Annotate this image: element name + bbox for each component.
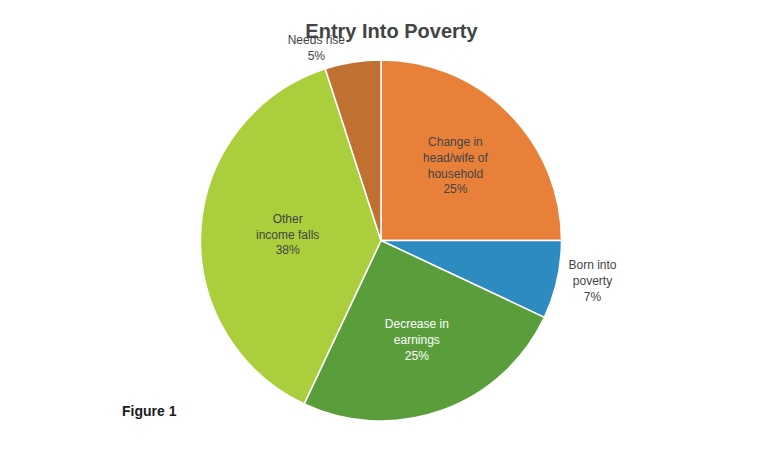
svg-text:Figure 1: Figure 1 xyxy=(122,403,177,419)
svg-text:Decrease inearnings25%: Decrease inearnings25% xyxy=(385,317,449,362)
svg-text:Change inhead/wife ofhousehold: Change inhead/wife ofhousehold25% xyxy=(423,135,488,196)
svg-text:Otherincome falls38%: Otherincome falls38% xyxy=(256,212,319,257)
svg-text:Born intopoverty7%: Born intopoverty7% xyxy=(568,258,616,303)
svg-text:Needs rise5%: Needs rise5% xyxy=(288,33,346,63)
svg-text:Entry Into Poverty: Entry Into Poverty xyxy=(305,20,478,42)
